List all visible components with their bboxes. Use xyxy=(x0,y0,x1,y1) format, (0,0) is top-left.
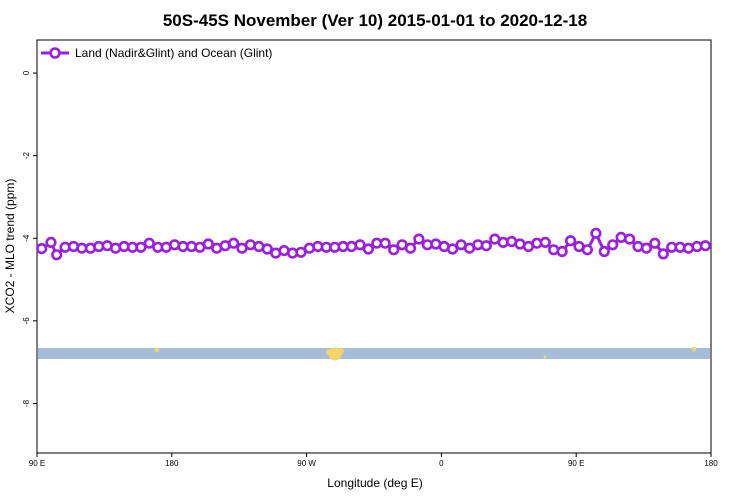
data-point xyxy=(388,244,400,256)
x-tick-label: 180 xyxy=(165,459,179,468)
data-point xyxy=(244,239,256,251)
data-point xyxy=(615,231,627,243)
y-axis: 0 -2 -4 -6 -8 xyxy=(22,70,37,407)
data-point xyxy=(623,233,636,245)
legend: Land (Nadir&Glint) and Ocean (Glint) xyxy=(41,46,272,60)
data-point xyxy=(261,243,273,255)
y-axis-label: XCO2 - MLO trend (ppm) xyxy=(3,179,17,314)
plot-area: 90 E 180 90 W 0 90 E 180 0 -2 -4 -6 -8 xyxy=(22,39,718,468)
data-point xyxy=(682,242,695,254)
data-point xyxy=(447,243,459,255)
data-point xyxy=(109,242,122,254)
data-point xyxy=(228,237,240,249)
data-point xyxy=(51,249,63,261)
data-point xyxy=(581,244,594,256)
land-patch xyxy=(326,349,332,355)
x-tick-label: 90 E xyxy=(29,459,45,468)
y-tick-label: -8 xyxy=(22,399,31,407)
data-point xyxy=(598,245,610,258)
land-patch xyxy=(691,346,697,352)
land-patches xyxy=(154,346,697,361)
data-point xyxy=(548,244,560,256)
land-patch xyxy=(154,347,160,353)
data-point xyxy=(564,235,577,247)
data-point xyxy=(699,240,712,252)
x-axis: 90 E 180 90 W 0 90 E 180 xyxy=(29,453,718,468)
y-tick-label: -6 xyxy=(22,317,31,325)
x-tick-label: 90 W xyxy=(297,459,316,468)
data-point xyxy=(607,239,619,251)
data-point xyxy=(362,243,375,255)
chart-title: 50S-45S November (Ver 10) 2015-01-01 to … xyxy=(163,11,587,30)
data-point xyxy=(202,238,214,250)
data-point xyxy=(539,236,551,248)
x-tick-label: 90 E xyxy=(568,459,584,468)
x-tick-label: 180 xyxy=(704,459,718,468)
data-point xyxy=(143,237,155,249)
series-layer xyxy=(36,227,712,261)
land-patch xyxy=(543,355,547,359)
x-tick-label: 0 xyxy=(439,459,444,468)
data-point xyxy=(480,240,492,252)
data-point xyxy=(404,242,417,254)
data-point xyxy=(295,246,307,258)
land-patch xyxy=(338,348,344,354)
y-tick-label: 0 xyxy=(22,70,31,75)
y-tick-label: -4 xyxy=(22,234,31,242)
land-band xyxy=(38,348,710,359)
data-point xyxy=(590,227,602,239)
data-point xyxy=(354,239,366,251)
data-point xyxy=(36,243,48,255)
data-point xyxy=(649,237,661,249)
data-point xyxy=(640,242,653,254)
data-point xyxy=(657,248,669,260)
legend-label: Land (Nadir&Glint) and Ocean (Glint) xyxy=(75,46,272,60)
data-point xyxy=(379,237,391,249)
data-point xyxy=(135,241,147,253)
legend-marker xyxy=(49,47,61,59)
data-point xyxy=(556,245,568,258)
data-point xyxy=(45,236,57,248)
data-point xyxy=(413,233,425,245)
data-point xyxy=(345,240,358,253)
y-tick-label: -2 xyxy=(22,152,31,160)
x-axis-label: Longitude (deg E) xyxy=(327,476,422,490)
